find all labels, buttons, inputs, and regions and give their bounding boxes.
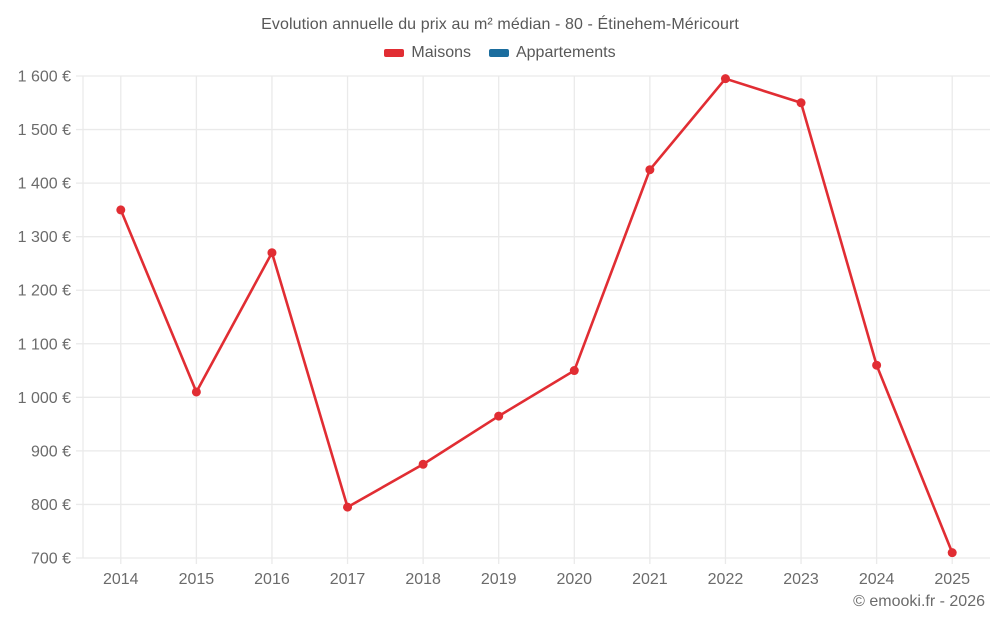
series-lines <box>116 74 957 558</box>
y-tick-label: 1 400 € <box>18 176 71 193</box>
legend-item-maisons[interactable]: Maisons <box>384 44 471 62</box>
data-point-maisons-2023[interactable] <box>796 98 806 108</box>
chart-title: Evolution annuelle du prix au m² médian … <box>261 16 739 33</box>
y-tick-label: 1 300 € <box>18 229 71 246</box>
data-point-maisons-2022[interactable] <box>720 74 730 84</box>
series-line-maisons <box>119 77 954 554</box>
x-tick-label: 2018 <box>405 571 441 588</box>
x-tick-label: 2022 <box>708 571 744 588</box>
x-tick-label: 2024 <box>859 571 895 588</box>
x-tick-label: 2014 <box>103 571 139 588</box>
y-tick-label: 900 € <box>31 443 71 460</box>
data-point-maisons-2015[interactable] <box>191 387 201 397</box>
appartements-series-swatch-icon <box>488 49 509 57</box>
data-point-maisons-2020[interactable] <box>569 366 579 376</box>
data-point-maisons-2025[interactable] <box>947 548 957 558</box>
y-tick-label: 1 100 € <box>18 336 71 353</box>
gridlines <box>76 75 990 564</box>
y-tick-label: 1 500 € <box>18 122 71 139</box>
data-point-maisons-2017[interactable] <box>343 502 353 512</box>
x-tick-label: 2025 <box>934 571 970 588</box>
maisons-series-swatch-icon <box>384 49 405 57</box>
x-tick-label: 2019 <box>481 571 517 588</box>
attribution: © emooki.fr - 2026 <box>853 593 985 610</box>
data-point-maisons-2024[interactable] <box>872 360 882 370</box>
legend-label-maisons: Maisons <box>411 44 471 61</box>
data-point-maisons-2019[interactable] <box>494 411 504 421</box>
chart-legend: Maisons Appartements <box>0 44 1000 62</box>
data-point-maisons-2018[interactable] <box>418 459 428 469</box>
y-tick-label: 1 600 € <box>18 69 71 86</box>
data-point-maisons-2021[interactable] <box>645 165 655 175</box>
x-tick-label: 2015 <box>179 571 215 588</box>
y-tick-label: 800 € <box>31 497 71 514</box>
x-tick-label: 2017 <box>330 571 366 588</box>
y-tick-label: 700 € <box>31 551 71 568</box>
legend-item-appartements[interactable]: Appartements <box>488 44 616 62</box>
x-tick-label: 2020 <box>556 571 592 588</box>
x-tick-label: 2023 <box>783 571 819 588</box>
y-tick-label: 1 000 € <box>18 390 71 407</box>
legend-label-appartements: Appartements <box>515 44 616 61</box>
data-point-maisons-2016[interactable] <box>267 248 277 258</box>
x-tick-label: 2016 <box>254 571 290 588</box>
data-point-maisons-2014[interactable] <box>116 205 126 215</box>
y-tick-label: 1 200 € <box>18 283 71 300</box>
x-tick-label: 2021 <box>632 571 668 588</box>
axis-labels: 700 € 800 € 900 € 1 000 € 1 100 € 1 200 € 1 30… <box>18 69 970 589</box>
